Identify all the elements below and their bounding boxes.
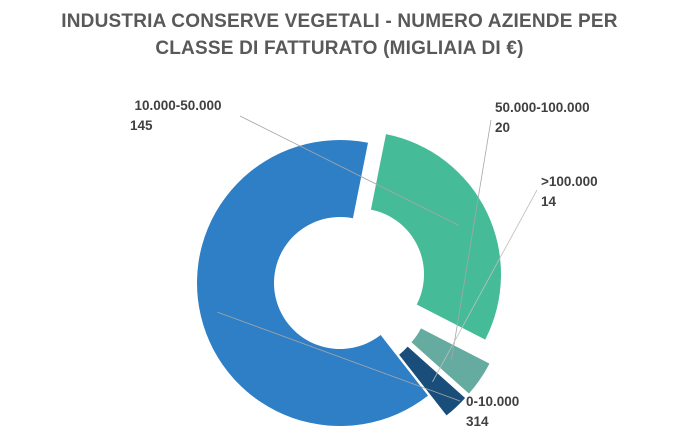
leader-lines-group xyxy=(217,115,538,402)
slice-100-000 xyxy=(399,346,466,416)
data-label-value-10-000-50-000: 145 xyxy=(130,118,153,133)
data-labels-group: 0-10.000 314 10.000-50.000 145 50.000-100.00… xyxy=(130,98,598,429)
slice-10-000-50-000 xyxy=(370,134,502,340)
data-label-category-50-000-100-000: 50.000-100.000 xyxy=(495,100,590,115)
data-label-value-0-10-000: 314 xyxy=(466,414,489,429)
chart-title-line-1: INDUSTRIA CONSERVE VEGETALI - NUMERO AZI… xyxy=(61,11,618,32)
data-label-value-50-000-100-000: 20 xyxy=(495,120,510,135)
data-label-value-100-000: 14 xyxy=(541,194,557,209)
slice-50-000-100-000 xyxy=(411,328,490,394)
leader-line-0-10-000 xyxy=(217,311,461,402)
data-label-category-10-000-50-000: 10.000-50.000 xyxy=(134,98,221,113)
leader-line-50-000-100-000 xyxy=(451,119,492,360)
chart-title-line-2: CLASSE DI FATTURATO (MIGLIAIA DI €) xyxy=(155,38,524,59)
chart-title: INDUSTRIA CONSERVE VEGETALI - NUMERO AZI… xyxy=(0,8,679,62)
leader-line-100-000 xyxy=(432,189,538,383)
data-label-category-0-10-000: 0-10.000 xyxy=(466,394,519,409)
data-label-category-100-000: >100.000 xyxy=(541,174,598,189)
slices-group xyxy=(196,134,502,426)
slice-0-10-000 xyxy=(196,139,429,426)
leader-line-10-000-50-000 xyxy=(239,115,460,226)
